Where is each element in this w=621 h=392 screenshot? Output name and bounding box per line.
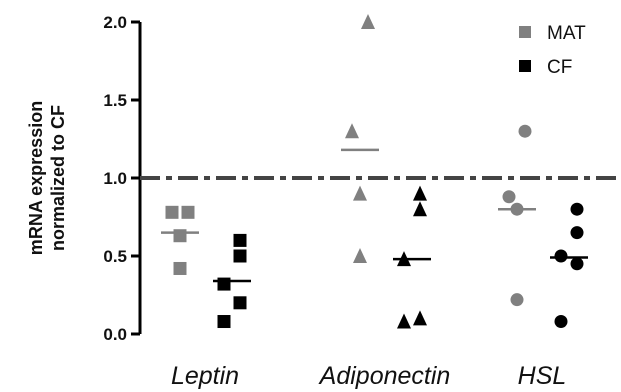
y-axis-label-line-1: mRNA expression: [26, 101, 46, 255]
data-point-triangle: [353, 185, 367, 201]
data-point-square: [173, 261, 187, 275]
y-axis-label: mRNA expression normalized to CF: [26, 101, 68, 255]
data-point-circle: [570, 226, 584, 240]
data-point-circle: [502, 190, 516, 204]
data-point-triangle: [353, 248, 367, 263]
data-point-square: [233, 296, 247, 310]
y-tick-label: 1.5: [103, 91, 127, 110]
y-tick-label: 0.0: [103, 325, 127, 344]
legend-label: MAT: [547, 23, 586, 44]
data-point-square: [217, 315, 231, 329]
data-point-triangle: [345, 123, 359, 139]
legend-swatch: [519, 60, 531, 72]
data-point-triangle: [413, 201, 427, 217]
data-point-square: [165, 205, 179, 219]
median-lines: [161, 148, 588, 283]
data-point-circle: [570, 202, 584, 216]
x-category-label: HSL: [518, 362, 567, 390]
data-point-square: [217, 277, 231, 291]
data-point-circle: [570, 257, 584, 271]
y-tick-label: 0.5: [103, 247, 127, 266]
y-tick-label: 1.0: [103, 169, 127, 188]
y-axis: 0.0 0.5 1.0 1.5 2.0: [103, 13, 142, 344]
data-point-circle: [554, 249, 568, 263]
legend-swatch: [519, 26, 531, 38]
y-tick-label: 2.0: [103, 13, 127, 32]
data-point-square: [233, 233, 247, 247]
data-point-triangle: [397, 313, 411, 329]
x-category-label: Adiponectin: [318, 362, 451, 390]
data-point-triangle: [413, 310, 427, 326]
data-point-square: [181, 205, 195, 219]
data-point-circle: [518, 124, 532, 138]
data-point-triangle: [413, 185, 427, 201]
legend: MAT CF: [519, 23, 586, 78]
legend-label: CF: [547, 57, 572, 78]
category-labels: Leptin Adiponectin HSL: [171, 362, 566, 390]
data-point-square: [233, 249, 247, 263]
data-point-circle: [554, 315, 568, 329]
data-point-circle: [510, 293, 524, 307]
data-point-triangle: [361, 14, 375, 29]
x-category-label: Leptin: [171, 362, 239, 390]
data-point-square: [173, 229, 187, 243]
y-axis-label-line-2: normalized to CF: [48, 105, 68, 251]
